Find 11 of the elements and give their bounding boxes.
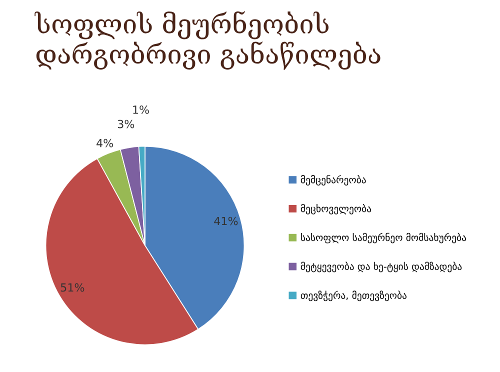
data-label: 41% xyxy=(214,216,238,226)
chart-title: სოფლის მეურნეობის დარგობრივი განაწილება xyxy=(34,11,380,70)
data-label: 51% xyxy=(60,283,84,292)
data-label: 4% xyxy=(96,138,114,148)
legend-label: მემცენარეობა xyxy=(300,175,366,186)
legend-label: მეცხოველეობა xyxy=(300,204,372,214)
legend-label: თევზჭერა, მეთევზეობა xyxy=(300,290,407,302)
data-label: 3% xyxy=(118,120,134,128)
data-label: 1% xyxy=(133,105,149,114)
legend-label: სასოფლო სამეურნეო მომსახურება xyxy=(301,232,466,244)
legend-label: მეტყევეობა და ხე-ტყის დამზადება xyxy=(300,262,462,272)
